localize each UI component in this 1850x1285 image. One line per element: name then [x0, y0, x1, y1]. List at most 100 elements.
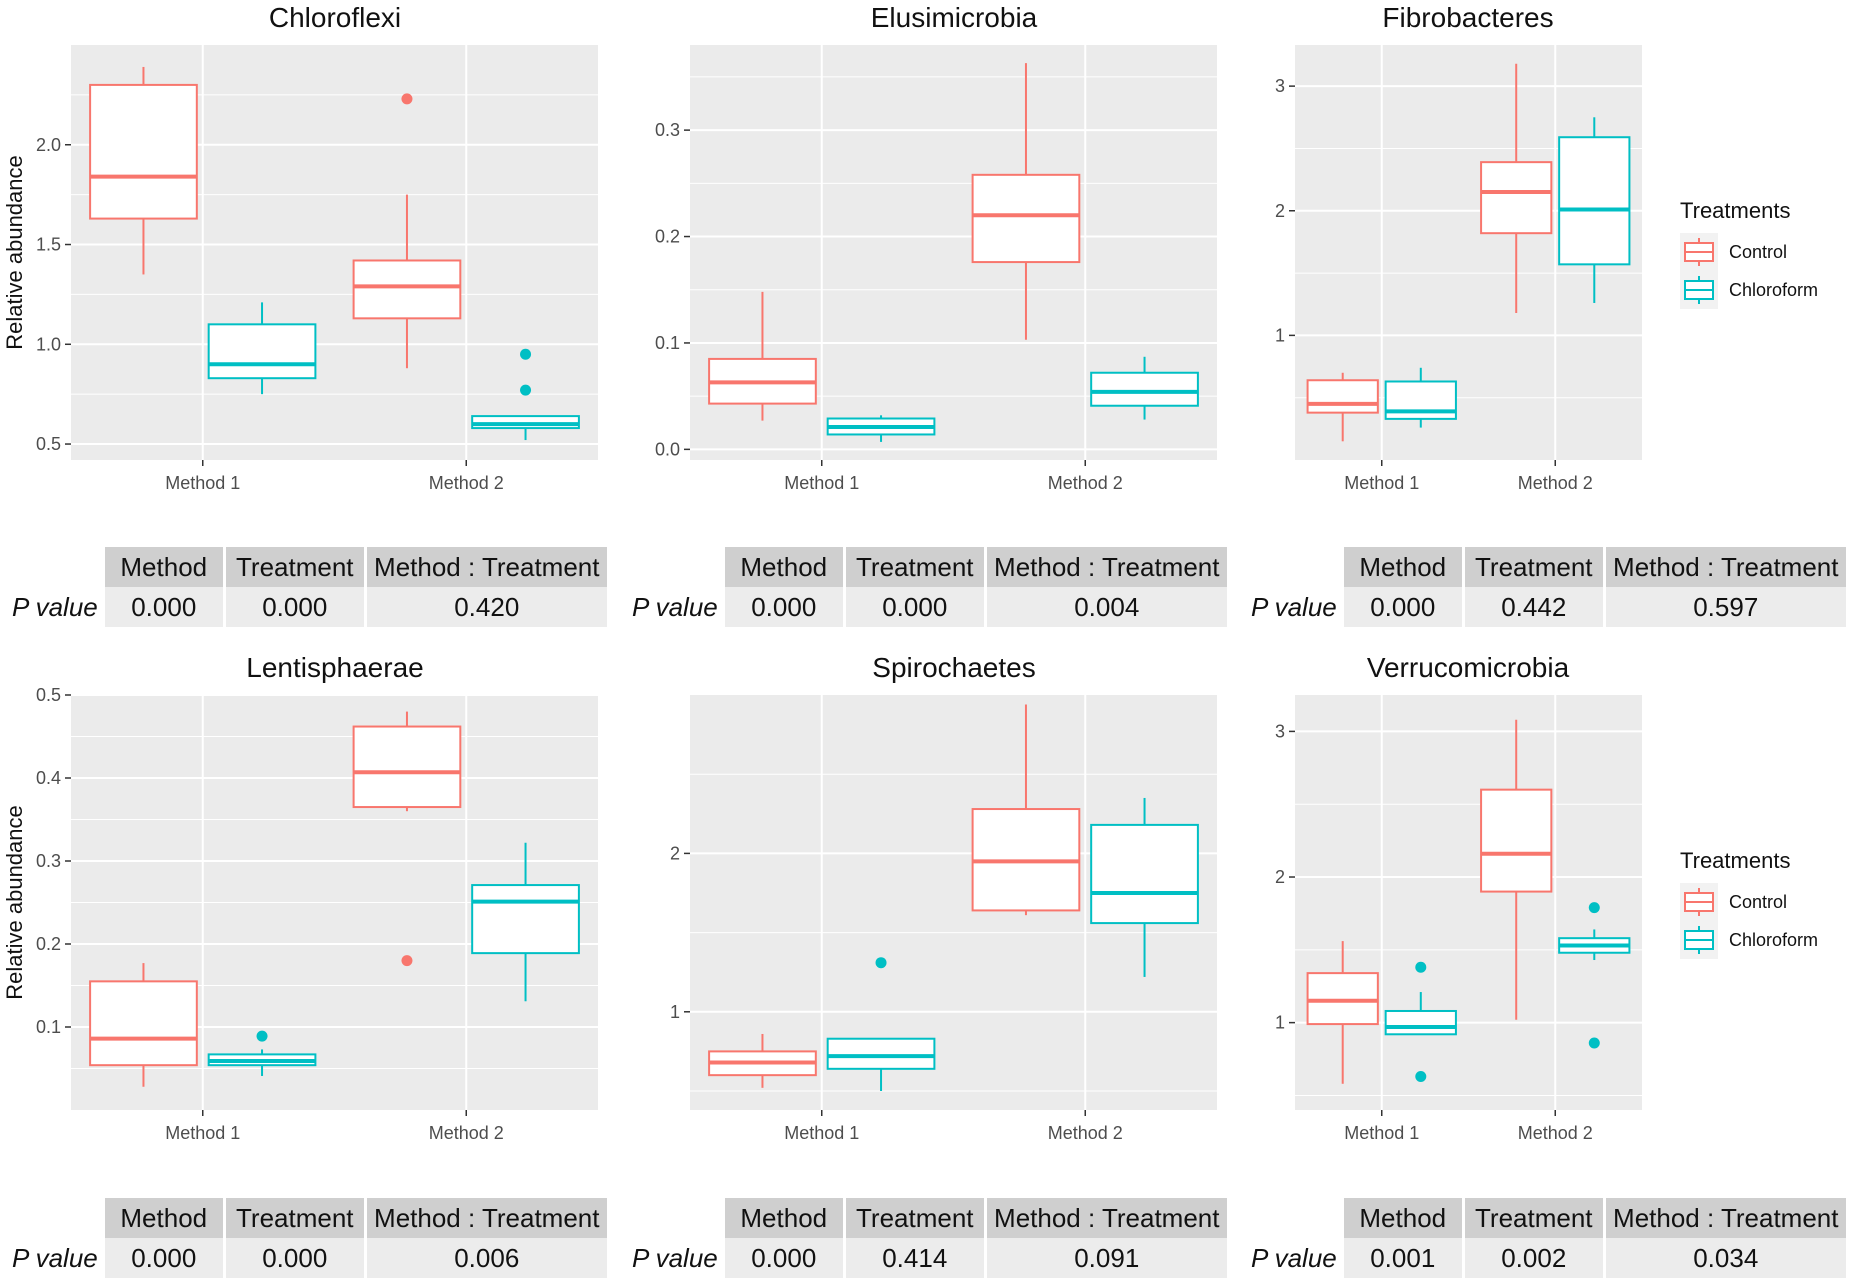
pvalue-header: Method : Treatment	[366, 547, 607, 587]
iqr-box	[1090, 371, 1199, 407]
pvalue-cell: 0.000	[1343, 587, 1462, 627]
panel-verrucomicrobia: Method 1 Method 2 1 2 3 Verrucomicrobia	[1275, 652, 1642, 1143]
pvalue-table-verrucomicrobia: Method Treatment Method : Treatment P valu…	[1244, 1198, 1849, 1278]
iqr-box	[471, 884, 580, 955]
pvalue-cell: 0.091	[986, 1238, 1227, 1278]
box-chloroform	[1090, 797, 1199, 977]
iqr-box	[1090, 823, 1199, 925]
pvalue-table-spirochaetes: Method Treatment Method : Treatment P valu…	[625, 1198, 1230, 1278]
outlier-point	[1588, 902, 1600, 914]
box-control	[1306, 372, 1379, 442]
outlier-point	[401, 93, 413, 105]
x-tick-label: Method 1	[165, 1123, 240, 1143]
legend-label: Control	[1729, 242, 1787, 262]
pvalue-cell: 0.004	[986, 587, 1227, 627]
y-tick-label: 1	[670, 1002, 680, 1022]
iqr-box	[1306, 972, 1379, 1026]
pvalue-table-lentisphaerae: Method Treatment Method : Treatment P valu…	[5, 1198, 610, 1278]
pvalue-row-label: P value	[1251, 591, 1337, 622]
y-tick-label: 1.0	[36, 334, 61, 354]
x-tick-label: Method 2	[1518, 1123, 1593, 1143]
y-tick-label: 3	[1275, 76, 1285, 96]
box-chloroform	[826, 957, 936, 1091]
pvalue-header: Method : Treatment	[1605, 547, 1846, 587]
pvalue-cell: 0.000	[225, 587, 364, 627]
pvalue-cell: 0.000	[724, 587, 843, 627]
x-tick-label: Method 1	[784, 473, 859, 493]
iqr-box	[352, 259, 462, 320]
outlier-point	[1588, 1037, 1600, 1049]
y-tick-label: 1	[1275, 325, 1285, 345]
pvalue-header: Method	[1343, 547, 1462, 587]
pvalue-cell: 0.000	[104, 1238, 223, 1278]
pvalue-cell: 0.442	[1464, 587, 1603, 627]
outlier-point	[1415, 1071, 1427, 1083]
panel-spirochaetes: Method 1 Method 2 1 2 Spirochaetes	[670, 652, 1217, 1143]
pvalue-header: Treatment	[845, 547, 984, 587]
y-tick-label: 0.5	[36, 434, 61, 454]
pvalue-cell: 0.414	[845, 1238, 984, 1278]
iqr-box	[352, 725, 462, 809]
pvalue-cell: 0.420	[366, 587, 607, 627]
box-control	[352, 93, 462, 369]
plot-background	[1295, 695, 1642, 1110]
chart-title: Verrucomicrobia	[1367, 652, 1570, 683]
legend-title: Treatments	[1680, 198, 1790, 223]
y-tick-label: 0.3	[655, 120, 680, 140]
y-tick-label: 3	[1275, 721, 1285, 741]
pvalue-header: Method	[1343, 1198, 1462, 1238]
pvalue-table-chloroflexi: Method Treatment Method : Treatment P valu…	[5, 547, 610, 627]
y-tick-label: 2	[1275, 201, 1285, 221]
y-tick-label: 0.3	[36, 851, 61, 871]
x-tick-label: Method 2	[429, 473, 504, 493]
x-tick-label: Method 1	[165, 473, 240, 493]
y-tick-label: 1	[1275, 1013, 1285, 1033]
pvalue-row-label: P value	[12, 1242, 98, 1273]
iqr-box	[1480, 161, 1553, 235]
box-control	[708, 291, 817, 421]
pvalue-cell: 0.000	[845, 587, 984, 627]
legend-label: Control	[1729, 892, 1787, 912]
pvalue-header: Treatment	[225, 547, 364, 587]
pvalue-row-label: P value	[1251, 1242, 1337, 1273]
chart-title: Fibrobacteres	[1382, 2, 1553, 33]
outlier-point	[520, 348, 532, 360]
pvalue-cell: 0.034	[1605, 1238, 1846, 1278]
iqr-box	[1384, 1009, 1457, 1036]
x-tick-label: Method 2	[1048, 473, 1123, 493]
chart-title: Spirochaetes	[872, 652, 1035, 683]
box-chloroform	[207, 302, 317, 395]
iqr-box	[826, 1037, 936, 1070]
iqr-box	[89, 83, 198, 220]
box-control	[1480, 719, 1553, 1020]
y-tick-label: 0.0	[655, 439, 680, 459]
pvalue-cell: 0.006	[366, 1238, 607, 1278]
pvalue-cell: 0.001	[1343, 1238, 1462, 1278]
box-chloroform	[1090, 356, 1199, 420]
y-tick-label: 0.2	[655, 227, 680, 247]
x-tick-label: Method 2	[1518, 473, 1593, 493]
box-control	[1306, 941, 1379, 1084]
y-tick-label: 2.0	[36, 135, 61, 155]
pvalue-header: Method	[724, 547, 843, 587]
chart-title: Chloroflexi	[269, 2, 401, 33]
iqr-box	[89, 980, 198, 1067]
x-tick-label: Method 2	[1048, 1123, 1123, 1143]
iqr-box	[971, 173, 1081, 264]
outlier-point	[401, 955, 413, 967]
iqr-box	[1306, 379, 1379, 414]
pvalue-table-elusimicrobia: Method Treatment Method : Treatment P valu…	[625, 547, 1230, 627]
chart-title: Elusimicrobia	[871, 2, 1038, 33]
pvalue-row-label: P value	[632, 591, 718, 622]
box-chloroform	[207, 1030, 317, 1076]
box-control	[1480, 63, 1553, 313]
box-control	[352, 711, 462, 967]
legend-label: Chloroform	[1729, 930, 1818, 950]
iqr-box	[1558, 136, 1631, 266]
box-control	[971, 63, 1081, 340]
outlier-point	[875, 957, 887, 969]
pvalue-cell: 0.000	[225, 1238, 364, 1278]
y-tick-label: 0.2	[36, 934, 61, 954]
y-tick-label: 2	[1275, 867, 1285, 887]
